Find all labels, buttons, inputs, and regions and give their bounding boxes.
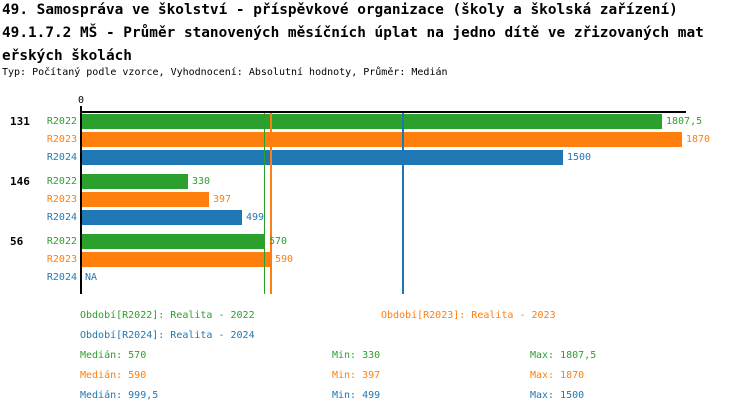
x-axis-line	[80, 111, 686, 113]
bar-row-label: R2023	[46, 134, 77, 145]
bar-value-label: 499	[246, 212, 265, 223]
bar	[82, 234, 265, 249]
chart-meta-line: Typ: Počítaný podle vzorce, Vyhodnocení:…	[2, 67, 448, 78]
bar-value-label: NA	[85, 272, 98, 283]
group-label: 131	[10, 115, 30, 128]
bar-value-label: 330	[192, 176, 211, 187]
stat-min-r2023: Min: 397	[332, 370, 381, 381]
legend-item-r2024: Období[R2024]: Realita - 2024	[80, 330, 255, 341]
axis-tick-zero: 0	[77, 95, 85, 106]
chart-title-line-1: 49. Samospráva ve školství - příspěvkové…	[2, 2, 678, 18]
bar-row-label: R2024	[46, 272, 77, 283]
bar-value-label: 1807,5	[666, 116, 703, 127]
bar	[82, 114, 663, 129]
bar-row-label: R2023	[46, 254, 77, 265]
bar-row-label: R2023	[46, 194, 77, 205]
bar	[82, 132, 683, 147]
bar	[82, 210, 243, 225]
bar-value-label: 590	[275, 254, 294, 265]
median-gridline-r2023	[270, 111, 272, 294]
y-axis-spine	[80, 106, 82, 294]
bar-row-label: R2024	[46, 152, 77, 163]
stat-min-r2024: Min: 499	[332, 390, 381, 401]
chart-title-line-3: eřských školách	[2, 48, 132, 64]
stat-median-r2022: Medián: 570	[80, 350, 147, 361]
bar-row-label: R2024	[46, 212, 77, 223]
bar-value-label: 1870	[686, 134, 711, 145]
legend-item-r2023: Období[R2023]: Realita - 2023	[381, 310, 556, 321]
stat-min-r2022: Min: 330	[332, 350, 381, 361]
stat-median-r2023: Medián: 590	[80, 370, 147, 381]
stat-max-r2022: Max: 1807,5	[530, 350, 597, 361]
stat-max-r2024: Max: 1500	[530, 390, 585, 401]
bar	[82, 252, 272, 267]
group-label: 56	[10, 235, 24, 248]
plot-area: 131 R2022 1807,5 R2023 1870 R2024 1500 146 R2022…	[10, 95, 711, 294]
legend-item-r2022: Období[R2022]: Realita - 2022	[80, 310, 255, 321]
bar-value-label: 1500	[567, 152, 592, 163]
bar-row-label: R2022	[46, 176, 77, 187]
median-gridline-r2022	[264, 111, 265, 294]
bar	[82, 192, 210, 207]
bar-row-label: R2022	[46, 116, 77, 127]
group-label: 146	[10, 175, 30, 188]
stat-max-r2023: Max: 1870	[530, 370, 585, 381]
bar	[82, 174, 188, 189]
bar	[82, 150, 564, 165]
bar-value-label: 570	[269, 236, 288, 247]
median-gridline-r2024	[402, 111, 404, 294]
stat-median-r2024: Medián: 999,5	[80, 390, 159, 401]
bar-row-label: R2022	[46, 236, 77, 247]
chart-title-line-2: 49.1.7.2 MŠ - Průměr stanovených měsíční…	[2, 25, 704, 41]
bar-value-label: 397	[213, 194, 232, 205]
